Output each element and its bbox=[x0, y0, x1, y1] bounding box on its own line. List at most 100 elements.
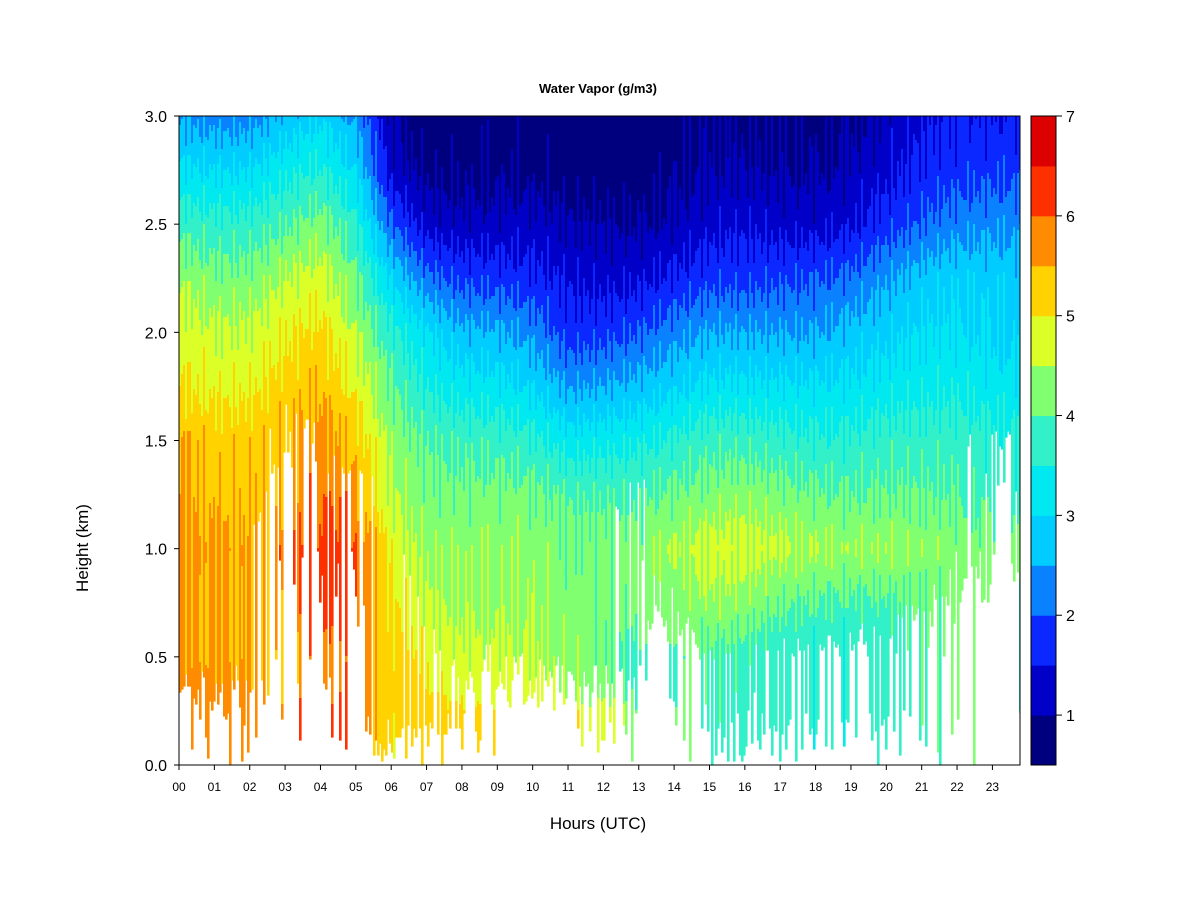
heatmap-cell bbox=[307, 134, 310, 177]
heatmap-cell bbox=[819, 245, 822, 288]
heatmap-cell bbox=[633, 116, 636, 228]
heatmap-cell bbox=[467, 359, 470, 405]
heatmap-cell bbox=[459, 326, 462, 369]
heatmap-cell bbox=[621, 344, 624, 384]
heatmap-cell bbox=[297, 632, 300, 684]
heatmap-cell bbox=[587, 455, 590, 501]
heatmap-cell bbox=[197, 239, 200, 291]
heatmap-cell bbox=[395, 488, 398, 600]
heatmap-cell bbox=[953, 299, 956, 396]
heatmap-cell bbox=[351, 209, 354, 261]
heatmap-cell bbox=[667, 554, 670, 642]
heatmap-cell bbox=[395, 287, 398, 327]
heatmap-cell bbox=[751, 572, 754, 633]
heatmap-cell bbox=[829, 506, 832, 582]
heatmap-cell bbox=[609, 218, 612, 294]
heatmap-cell bbox=[539, 437, 542, 486]
heatmap-cell bbox=[419, 674, 422, 729]
heatmap-cell bbox=[883, 596, 886, 720]
heatmap-cell bbox=[741, 326, 744, 372]
heatmap-cell bbox=[609, 293, 612, 342]
heatmap-cell bbox=[703, 116, 706, 129]
heatmap-cell bbox=[819, 497, 822, 591]
heatmap-cell bbox=[205, 176, 208, 216]
heatmap-cell bbox=[911, 227, 914, 267]
heatmap-cell bbox=[749, 398, 752, 438]
heatmap-cell bbox=[627, 515, 630, 630]
heatmap-cell bbox=[429, 239, 432, 273]
heatmap-cell bbox=[993, 425, 996, 543]
heatmap-cell bbox=[931, 482, 934, 627]
heatmap-cell bbox=[707, 350, 710, 396]
heatmap-cell bbox=[213, 164, 216, 204]
heatmap-cell bbox=[815, 317, 818, 366]
heatmap-cell bbox=[289, 116, 292, 144]
heatmap-cell bbox=[637, 116, 640, 201]
heatmap-cell bbox=[725, 323, 728, 369]
heatmap-cell bbox=[239, 200, 242, 246]
heatmap-cell bbox=[663, 491, 666, 627]
heatmap-cell bbox=[383, 233, 386, 267]
heatmap-cell bbox=[189, 194, 192, 234]
heatmap-cell bbox=[701, 440, 704, 504]
heatmap-cell bbox=[243, 251, 246, 312]
heatmap-cell bbox=[557, 116, 560, 192]
heatmap-cell bbox=[503, 173, 506, 246]
heatmap-cell bbox=[713, 407, 716, 453]
heatmap-cell bbox=[577, 440, 580, 483]
heatmap-cell bbox=[963, 200, 966, 252]
heatmap-cell bbox=[705, 446, 708, 510]
heatmap-cell bbox=[773, 176, 776, 246]
heatmap-cell bbox=[353, 392, 356, 462]
heatmap-cell bbox=[211, 317, 214, 399]
heatmap-cell bbox=[401, 632, 404, 729]
heatmap-cell bbox=[847, 302, 850, 357]
y-tick-label: 3.0 bbox=[145, 109, 167, 126]
heatmap-cell bbox=[569, 116, 572, 210]
heatmap-cell bbox=[839, 230, 842, 270]
heatmap-cell bbox=[325, 398, 328, 498]
heatmap-cell bbox=[421, 410, 424, 507]
heatmap-cell bbox=[825, 407, 828, 465]
heatmap-cell bbox=[765, 311, 768, 357]
heatmap-cell bbox=[811, 614, 814, 729]
heatmap-cell bbox=[555, 494, 558, 666]
heatmap-cell bbox=[469, 392, 472, 438]
heatmap-cell bbox=[895, 116, 898, 201]
heatmap-cell bbox=[207, 140, 210, 180]
heatmap-cell bbox=[395, 227, 398, 258]
heatmap-cell bbox=[241, 134, 244, 171]
heatmap-cell bbox=[917, 116, 920, 144]
heatmap-cell bbox=[271, 194, 274, 240]
heatmap-cell bbox=[207, 179, 210, 219]
heatmap-cell bbox=[771, 410, 774, 459]
heatmap-cell bbox=[863, 587, 866, 645]
heatmap-cell bbox=[301, 545, 304, 558]
heatmap-cell bbox=[551, 521, 554, 678]
heatmap-cell bbox=[493, 332, 496, 378]
heatmap-cell bbox=[787, 284, 790, 333]
heatmap-cell bbox=[181, 374, 184, 438]
heatmap-cell bbox=[409, 257, 412, 291]
heatmap-cell bbox=[657, 233, 660, 291]
heatmap-cell bbox=[827, 509, 830, 582]
heatmap-cell bbox=[269, 182, 272, 225]
heatmap-cell bbox=[393, 533, 396, 672]
heatmap-cell bbox=[255, 299, 258, 378]
heatmap-cell bbox=[731, 116, 734, 198]
heatmap-cell bbox=[625, 116, 628, 258]
heatmap-cell bbox=[949, 527, 952, 570]
heatmap-cell bbox=[193, 389, 196, 498]
heatmap-cell bbox=[865, 431, 868, 504]
heatmap-cell bbox=[695, 473, 698, 534]
heatmap-cell bbox=[435, 116, 438, 150]
heatmap-cell bbox=[325, 317, 328, 399]
heatmap-cell bbox=[431, 332, 434, 393]
heatmap-cell bbox=[1009, 248, 1012, 360]
heatmap-cell bbox=[491, 254, 494, 297]
heatmap-cell bbox=[585, 512, 588, 687]
heatmap-cell bbox=[975, 344, 978, 423]
heatmap-cell bbox=[849, 116, 852, 177]
heatmap-cell bbox=[635, 521, 638, 615]
heatmap-cell bbox=[863, 266, 866, 315]
